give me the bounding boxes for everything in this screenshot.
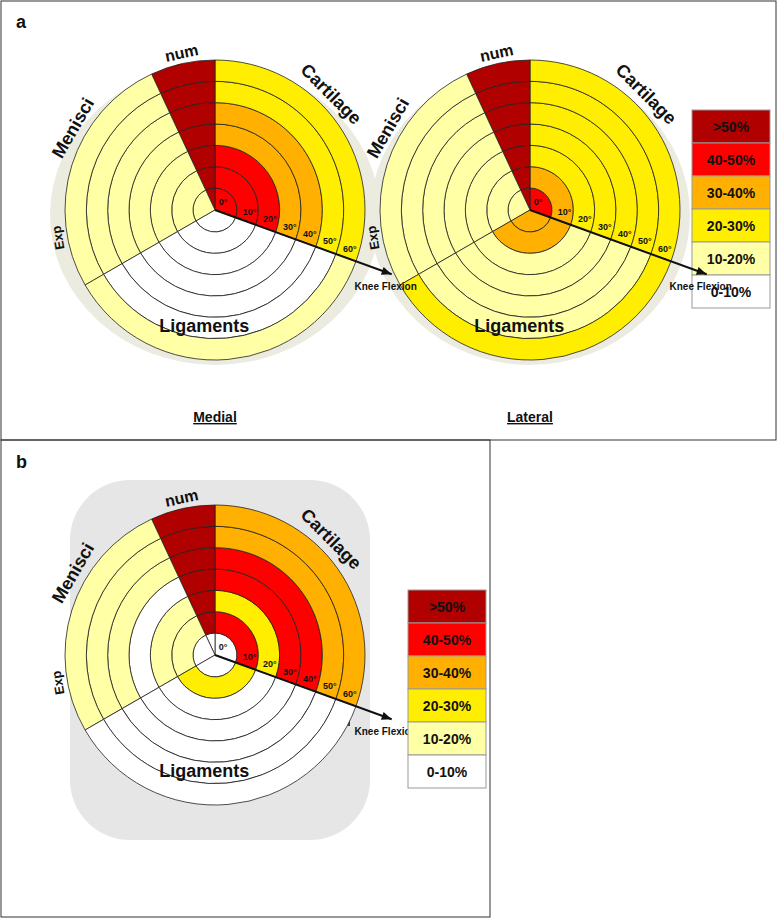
svg-text:0-10%: 0-10% bbox=[427, 764, 468, 780]
svg-text:20-30%: 20-30% bbox=[707, 218, 756, 234]
svg-text:Cartilage: Cartilage bbox=[297, 505, 366, 574]
svg-text:>50%: >50% bbox=[713, 119, 750, 135]
svg-text:num: num bbox=[163, 486, 200, 510]
svg-text:Knee Flexion: Knee Flexion bbox=[355, 726, 417, 737]
svg-text:Knee Flexion: Knee Flexion bbox=[355, 281, 417, 292]
svg-text:40°: 40° bbox=[303, 229, 317, 239]
svg-text:10°: 10° bbox=[243, 652, 257, 662]
svg-text:50°: 50° bbox=[323, 681, 337, 691]
svg-text:20-30%: 20-30% bbox=[423, 698, 472, 714]
svg-text:60°: 60° bbox=[343, 244, 357, 254]
svg-text:50°: 50° bbox=[638, 236, 652, 246]
svg-text:30°: 30° bbox=[283, 667, 297, 677]
svg-text:20°: 20° bbox=[263, 214, 277, 224]
svg-text:Ligaments: Ligaments bbox=[159, 316, 249, 336]
svg-text:60°: 60° bbox=[343, 689, 357, 699]
svg-text:10-20%: 10-20% bbox=[707, 251, 756, 267]
svg-text:Exp: Exp bbox=[363, 225, 382, 251]
svg-text:Lateral: Lateral bbox=[507, 409, 553, 425]
svg-text:Cartilage: Cartilage bbox=[297, 60, 366, 129]
svg-text:40°: 40° bbox=[303, 674, 317, 684]
svg-text:Medial: Medial bbox=[193, 409, 237, 425]
svg-text:20°: 20° bbox=[263, 659, 277, 669]
svg-text:0°: 0° bbox=[219, 197, 228, 207]
svg-text:30-40%: 30-40% bbox=[423, 665, 472, 681]
svg-text:Ligaments: Ligaments bbox=[474, 316, 564, 336]
svg-text:Exp: Exp bbox=[48, 225, 67, 251]
svg-text:10-20%: 10-20% bbox=[423, 731, 472, 747]
svg-text:Knee Flexion: Knee Flexion bbox=[670, 281, 732, 292]
svg-text:Menisci: Menisci bbox=[48, 94, 98, 161]
svg-text:Ligaments: Ligaments bbox=[159, 761, 249, 781]
svg-text:60°: 60° bbox=[658, 244, 672, 254]
svg-text:30°: 30° bbox=[283, 222, 297, 232]
svg-text:30-40%: 30-40% bbox=[707, 185, 756, 201]
svg-text:10°: 10° bbox=[558, 207, 572, 217]
svg-text:b: b bbox=[16, 452, 27, 472]
svg-text:Exp: Exp bbox=[48, 670, 67, 696]
svg-text:50°: 50° bbox=[323, 236, 337, 246]
svg-text:a: a bbox=[16, 12, 27, 32]
svg-text:0°: 0° bbox=[534, 197, 543, 207]
svg-text:Menisci: Menisci bbox=[48, 539, 98, 606]
svg-text:>50%: >50% bbox=[429, 599, 466, 615]
svg-text:0°: 0° bbox=[219, 642, 228, 652]
svg-text:20°: 20° bbox=[578, 214, 592, 224]
svg-text:Menisci: Menisci bbox=[363, 94, 413, 161]
svg-text:10°: 10° bbox=[243, 207, 257, 217]
svg-text:num: num bbox=[163, 41, 200, 65]
svg-text:40°: 40° bbox=[618, 229, 632, 239]
svg-text:40-50%: 40-50% bbox=[707, 152, 756, 168]
svg-text:40-50%: 40-50% bbox=[423, 632, 472, 648]
svg-text:num: num bbox=[478, 41, 515, 65]
svg-text:0-10%: 0-10% bbox=[711, 284, 752, 300]
svg-text:30°: 30° bbox=[598, 222, 612, 232]
svg-text:Cartilage: Cartilage bbox=[612, 60, 681, 129]
